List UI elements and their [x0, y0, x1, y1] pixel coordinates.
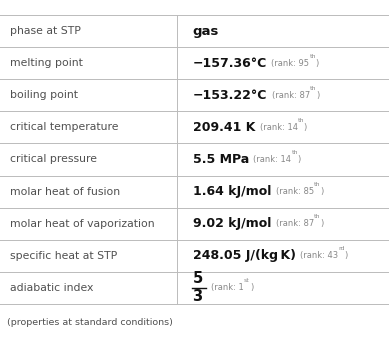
Text: phase at STP: phase at STP [10, 26, 81, 36]
Text: 5.5 MPa: 5.5 MPa [193, 153, 249, 166]
Text: th: th [314, 214, 321, 219]
Text: (rank: 1: (rank: 1 [211, 283, 244, 292]
Text: ): ) [320, 219, 323, 228]
Text: th: th [310, 54, 316, 59]
Text: th: th [310, 86, 316, 91]
Text: (rank: 87: (rank: 87 [272, 91, 310, 100]
Text: 209.41 K: 209.41 K [193, 121, 255, 134]
Text: th: th [298, 118, 304, 123]
Text: critical pressure: critical pressure [10, 154, 97, 165]
Text: 9.02 kJ/mol: 9.02 kJ/mol [193, 217, 271, 230]
Text: ): ) [250, 283, 254, 292]
Text: molar heat of fusion: molar heat of fusion [10, 187, 120, 197]
Text: −153.22°C: −153.22°C [193, 89, 267, 102]
Text: th: th [291, 150, 298, 155]
Text: −157.36°C: −157.36°C [193, 57, 267, 70]
Text: adiabatic index: adiabatic index [10, 283, 93, 293]
Text: (properties at standard conditions): (properties at standard conditions) [7, 318, 173, 327]
Text: critical temperature: critical temperature [10, 122, 118, 132]
Text: 1.64 kJ/mol: 1.64 kJ/mol [193, 185, 271, 198]
Text: specific heat at STP: specific heat at STP [10, 250, 117, 261]
Text: gas: gas [193, 25, 219, 38]
Text: ): ) [320, 187, 323, 196]
Text: ): ) [316, 91, 319, 100]
Text: (rank: 95: (rank: 95 [272, 59, 310, 68]
Text: boiling point: boiling point [10, 91, 78, 100]
Text: (rank: 14: (rank: 14 [254, 155, 291, 164]
Text: ): ) [316, 59, 319, 68]
Text: ): ) [298, 155, 301, 164]
Text: st: st [244, 278, 250, 283]
Text: molar heat of vaporization: molar heat of vaporization [10, 218, 154, 228]
Text: ): ) [345, 251, 348, 260]
Text: (rank: 43: (rank: 43 [300, 251, 338, 260]
Text: ): ) [304, 123, 307, 132]
Text: rd: rd [338, 246, 345, 251]
Text: (rank: 87: (rank: 87 [275, 219, 314, 228]
Text: 5: 5 [193, 271, 203, 286]
Text: melting point: melting point [10, 58, 82, 69]
Text: (rank: 85: (rank: 85 [275, 187, 314, 196]
Text: 3: 3 [193, 289, 203, 304]
Text: th: th [314, 182, 320, 187]
Text: (rank: 14: (rank: 14 [259, 123, 298, 132]
Text: 248.05 J/(kg K): 248.05 J/(kg K) [193, 249, 296, 262]
